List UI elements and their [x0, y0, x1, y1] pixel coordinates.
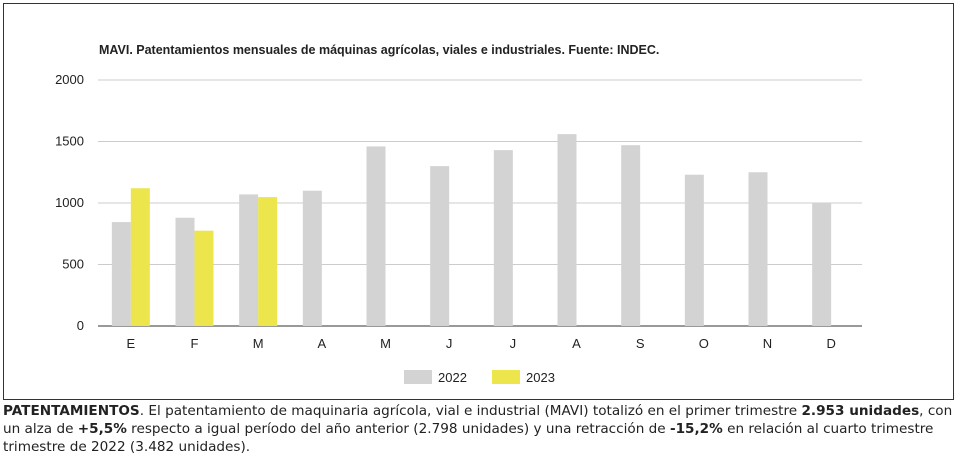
x-tick-label: J	[510, 336, 517, 351]
x-tick-label: O	[699, 336, 709, 351]
x-tick-label: S	[636, 336, 645, 351]
caption-qoq-change: -15,2%	[669, 421, 723, 437]
y-tick-label: 1500	[55, 134, 84, 149]
caption-text-4: en relación al cuarto trimestre trimestr…	[3, 421, 934, 455]
bar-2022-8	[621, 145, 641, 326]
bar-2022-7	[557, 134, 577, 326]
caption-label: PATENTAMIENTOS	[3, 403, 140, 419]
chart-frame: MAVI. Patentamientos mensuales de máquin…	[3, 3, 954, 400]
y-tick-label: 500	[62, 257, 84, 272]
caption-text-2: , con un alza de	[3, 403, 953, 437]
bar-2022-9	[684, 174, 704, 326]
legend-label-2022: 2022	[438, 370, 467, 385]
x-tick-label: F	[191, 336, 199, 351]
y-tick-label: 0	[77, 318, 84, 333]
x-tick-label: A	[317, 336, 326, 351]
gridlines	[98, 79, 862, 327]
bar-2022-2	[239, 194, 259, 326]
bar-2022-5	[430, 166, 450, 326]
bar-2022-0	[111, 222, 131, 326]
x-tick-label: E	[126, 336, 135, 351]
chart-title: MAVI. Patentamientos mensuales de máquin…	[99, 43, 659, 57]
bar-2023-1	[194, 230, 214, 326]
y-tick-label: 2000	[55, 72, 84, 87]
caption-units-total: 2.953 unidades	[801, 403, 920, 419]
bar-chart: MAVI. Patentamientos mensuales de máquin…	[55, 43, 862, 385]
bar-2022-6	[493, 150, 513, 326]
x-tick-label: M	[253, 336, 264, 351]
legend-swatch-2023	[492, 370, 520, 384]
bar-2023-0	[130, 188, 150, 326]
bar-2022-11	[812, 203, 832, 326]
x-tick-label: A	[572, 336, 581, 351]
bar-2022-3	[302, 190, 322, 326]
legend-label-2023: 2023	[526, 370, 555, 385]
x-tick-label: M	[380, 336, 391, 351]
x-tick-label: N	[763, 336, 772, 351]
bar-2022-4	[366, 146, 386, 326]
y-tick-label: 1000	[55, 195, 84, 210]
bar-2022-10	[748, 172, 768, 326]
x-tick-label: D	[826, 336, 835, 351]
caption-yoy-change: +5,5%	[77, 421, 127, 437]
x-tick-label: J	[446, 336, 453, 351]
legend: 2022 2023	[404, 370, 555, 385]
caption-text-1: . El patentamiento de maquinaria agrícol…	[139, 403, 802, 419]
caption-text-3: respecto a igual período del año anterio…	[126, 421, 670, 437]
caption: PATENTAMIENTOS. El patentamiento de maqu…	[3, 402, 953, 456]
bar-2022-1	[175, 217, 195, 326]
bars	[111, 134, 832, 326]
legend-swatch-2022	[404, 370, 432, 384]
bar-2023-2	[258, 197, 278, 326]
y-axis: 0 500 1000 1500 2000	[55, 72, 84, 333]
